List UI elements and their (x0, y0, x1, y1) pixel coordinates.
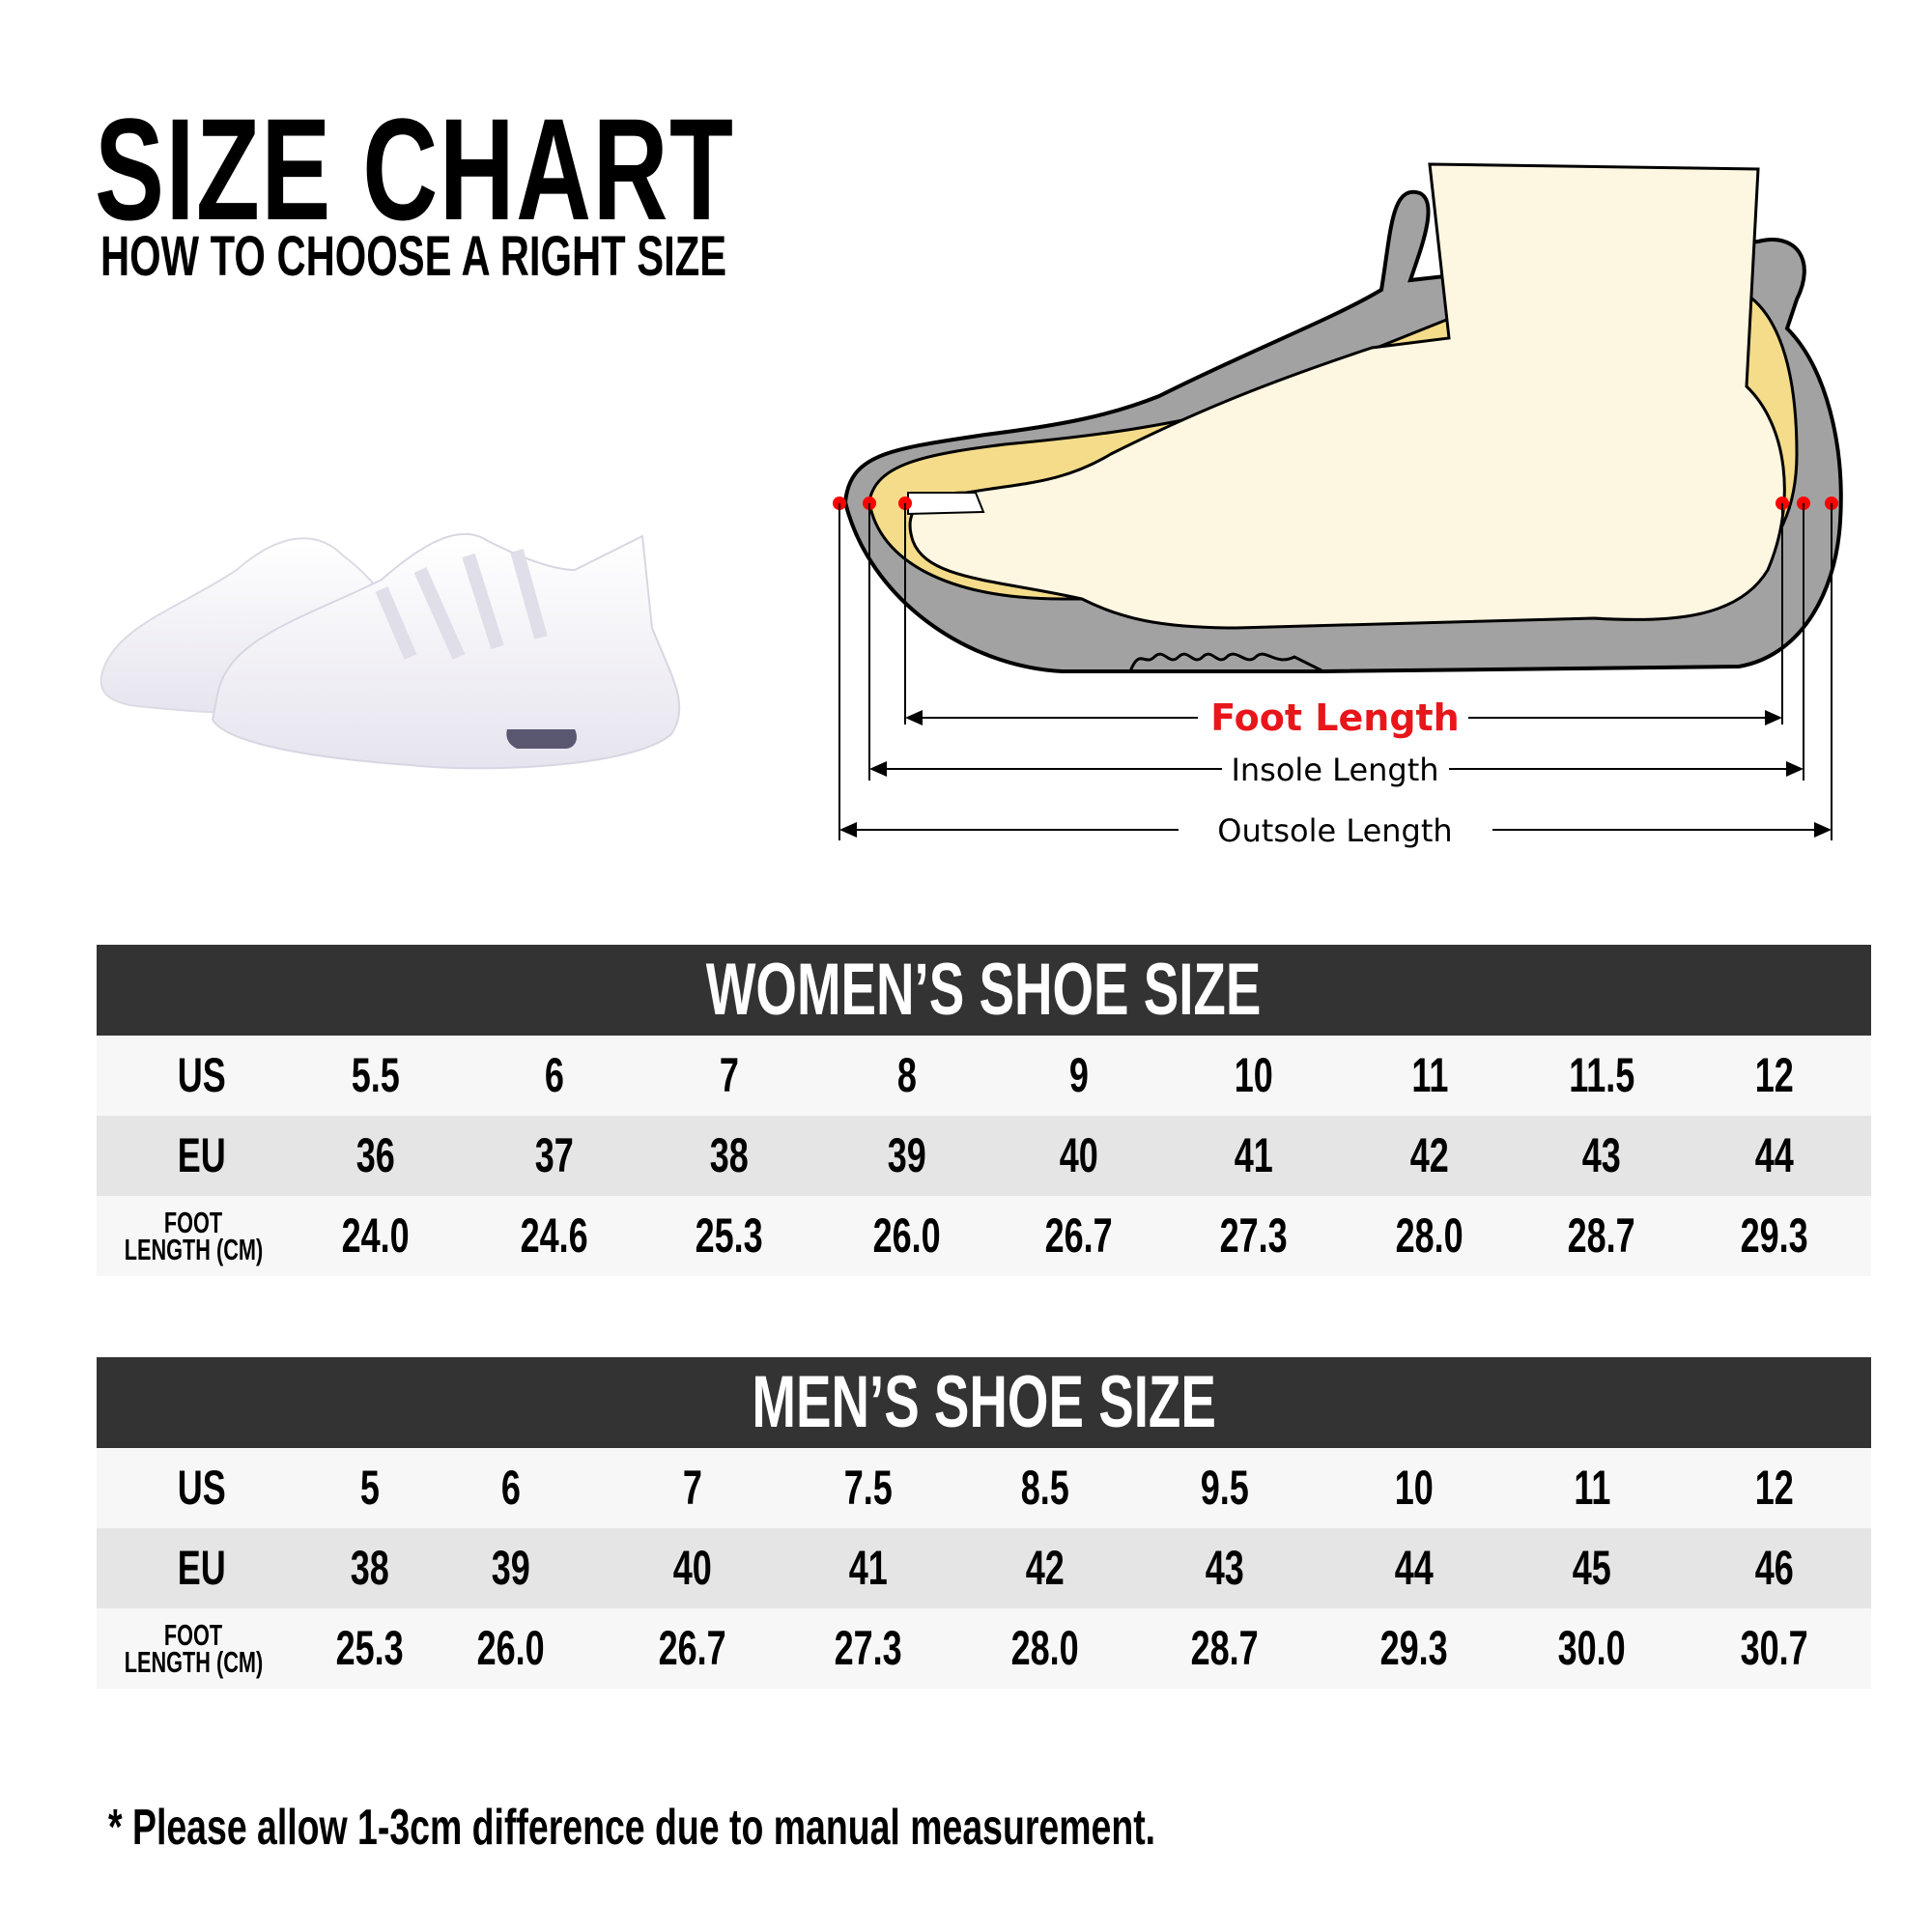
us-row: US 5.5 6 7 8 9 10 11 11.5 12 (97, 1036, 1871, 1116)
table-cell: 44 (1394, 1541, 1435, 1595)
table-cell: 25.3 (695, 1208, 764, 1263)
table-cell: 46 (1754, 1541, 1795, 1595)
table-cell: 27.3 (1219, 1208, 1289, 1263)
foot-length-row: FOOT LENGTH (CM) 24.0 24.6 25.3 26.0 26.7 27.3 2… (97, 1196, 1871, 1276)
table-cell: 30.7 (1740, 1621, 1809, 1675)
page-title: SIZE CHART (95, 88, 735, 250)
table-cell: 6 (544, 1048, 565, 1102)
foot-shape (908, 162, 1786, 630)
table-cell: 5 (359, 1461, 381, 1515)
table-cell: 5.5 (351, 1048, 401, 1102)
row-label-line: LENGTH (CM) (124, 1233, 263, 1266)
table-title: WOMEN’S SHOE SIZE (97, 945, 1871, 1036)
table-cell: 26.0 (872, 1208, 942, 1263)
womens-size-table: WOMEN’S SHOE SIZE US 5.5 6 7 8 9 10 11 11.5 12 EU… (97, 945, 1871, 1276)
foot-length-row: FOOT LENGTH (CM) 25.3 26.0 26.7 27.3 28.0 28.7 2… (97, 1608, 1871, 1689)
table-cell: 29.3 (1379, 1621, 1449, 1675)
table-cell: 40 (672, 1541, 713, 1595)
table-cell: 7 (719, 1048, 740, 1102)
table-cell: 41 (848, 1541, 889, 1595)
table-cell: 10 (1394, 1461, 1435, 1515)
row-label-line: FOOT (163, 1618, 223, 1652)
table-cell: 28.0 (1395, 1208, 1464, 1263)
table-cell: 44 (1754, 1128, 1795, 1182)
table-cell: 8 (896, 1048, 918, 1102)
table-cell: 25.3 (335, 1621, 405, 1675)
table-cell: 6 (500, 1461, 522, 1515)
table-cell: 12 (1754, 1048, 1795, 1102)
table-cell: 28.7 (1190, 1621, 1260, 1675)
table-cell: 9 (1068, 1048, 1090, 1102)
table-cell: 36 (355, 1128, 396, 1182)
table-cell: 37 (534, 1128, 575, 1182)
outsole-length-label: Outsole Length (1217, 812, 1452, 849)
foot-length-label: Foot Length (1210, 696, 1459, 739)
table-cell: 26.0 (476, 1621, 546, 1675)
table-cell: 27.3 (834, 1621, 903, 1675)
table-cell: 28.0 (1010, 1621, 1080, 1675)
table-cell: 11.5 (1568, 1048, 1635, 1102)
table-cell: 7.5 (843, 1461, 894, 1515)
table-title: MEN’S SHOE SIZE (97, 1357, 1871, 1448)
table-cell: 43 (1205, 1541, 1245, 1595)
table-cell: 8.5 (1020, 1461, 1070, 1515)
table-cell: 11 (1410, 1048, 1449, 1102)
row-label: FOOT LENGTH (CM) (87, 1206, 299, 1266)
row-label-line: LENGTH (CM) (124, 1645, 263, 1679)
table-cell: 41 (1234, 1128, 1274, 1182)
mens-size-table: MEN’S SHOE SIZE US 5 6 7 7.5 8.5 9.5 10 11 12 EU 3… (97, 1357, 1871, 1689)
table-cell: 29.3 (1740, 1208, 1809, 1263)
table-cell: 24.0 (341, 1208, 411, 1263)
insole-length-label: Insole Length (1231, 752, 1438, 788)
measurement-note: * Please allow 1-3cm difference due to m… (108, 1800, 1156, 1856)
eu-row: EU 38 39 40 41 42 43 44 45 46 (97, 1528, 1871, 1608)
table-cell: 7 (682, 1461, 703, 1515)
page-subtitle: HOW TO CHOOSE A RIGHT SIZE (100, 225, 727, 288)
table-cell: 24.6 (520, 1208, 589, 1263)
table-cell: 26.7 (658, 1621, 727, 1675)
row-label: US (177, 1461, 227, 1515)
foot-measurement-diagram: Foot Length Insole Length Outsole Length (833, 162, 1843, 849)
table-cell: 30.0 (1557, 1621, 1627, 1675)
table-cell: 39 (491, 1541, 531, 1595)
table-cell: 40 (1059, 1128, 1099, 1182)
table-cell: 45 (1572, 1541, 1612, 1595)
table-cell: 38 (709, 1128, 750, 1182)
table-cell: 42 (1025, 1541, 1065, 1595)
table-cell: 26.7 (1044, 1208, 1114, 1263)
table-cell: 43 (1581, 1128, 1622, 1182)
table-cell: 39 (887, 1128, 927, 1182)
table-cell: 10 (1234, 1048, 1274, 1102)
row-label: EU (177, 1541, 227, 1595)
table-cell: 11 (1573, 1461, 1611, 1515)
us-row: US 5 6 7 7.5 8.5 9.5 10 11 12 (97, 1448, 1871, 1528)
table-cell: 12 (1754, 1461, 1795, 1515)
row-label: EU (177, 1128, 227, 1182)
table-cell: 9.5 (1200, 1461, 1250, 1515)
row-label: US (177, 1048, 227, 1102)
sneaker-image (99, 532, 681, 770)
table-cell: 38 (350, 1541, 390, 1595)
row-label-line: FOOT (163, 1206, 223, 1239)
row-label: FOOT LENGTH (CM) (87, 1618, 299, 1679)
table-cell: 28.7 (1567, 1208, 1636, 1263)
table-cell: 42 (1409, 1128, 1450, 1182)
eu-row: EU 36 37 38 39 40 41 42 43 44 (97, 1116, 1871, 1196)
